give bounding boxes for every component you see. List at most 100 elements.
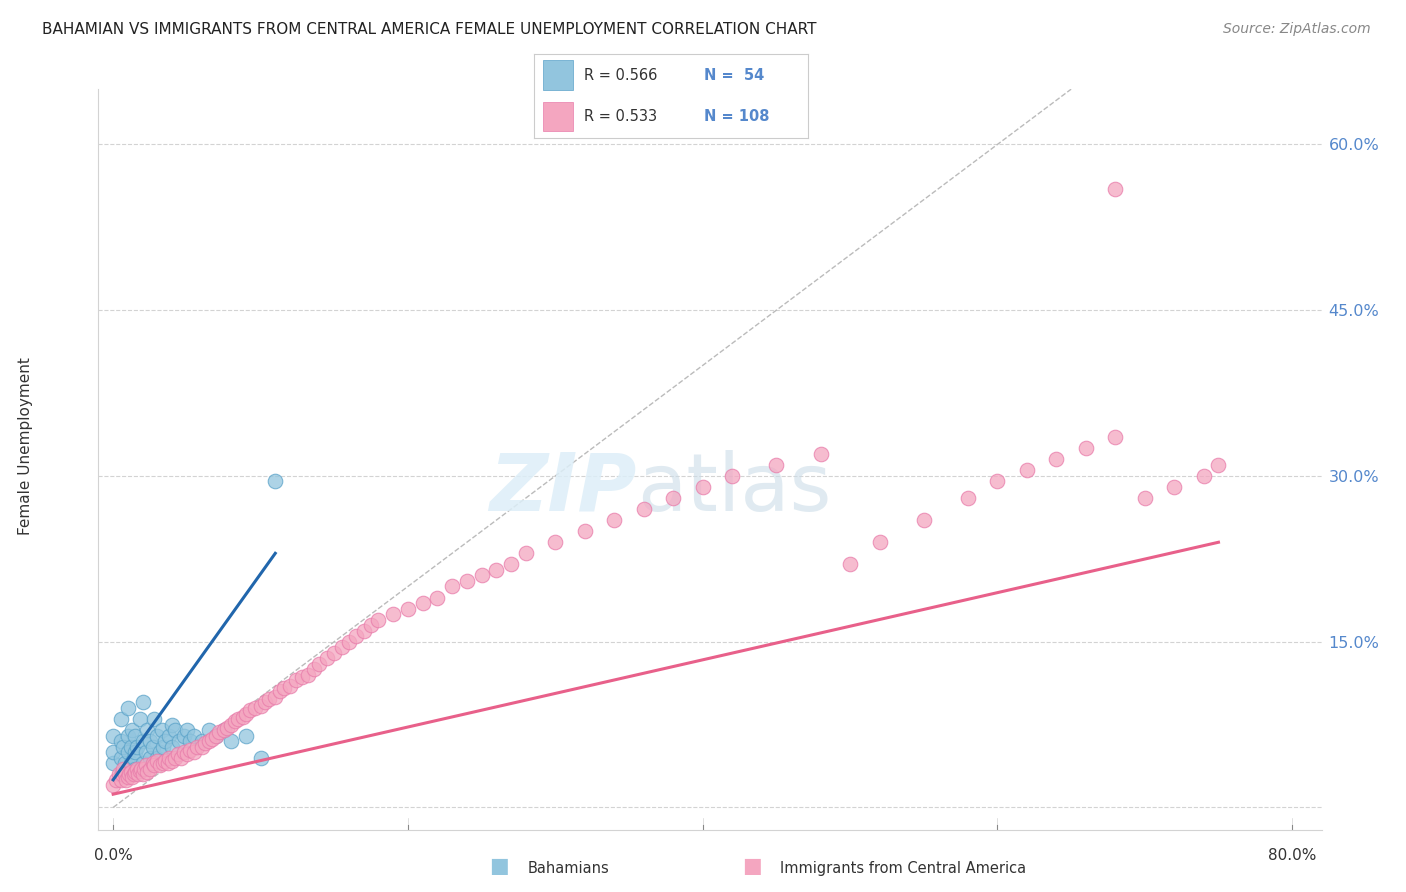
Point (135, 745, 157, 759)
Point (179, 743, 201, 757)
Point (179, 734, 201, 748)
Point (165, 750, 187, 764)
Point (205, 729, 228, 743)
Point (956, 491, 979, 505)
Point (574, 524, 596, 539)
Point (1045, 452, 1067, 467)
Point (128, 764, 150, 778)
Point (128, 712, 150, 726)
Point (115, 772, 138, 787)
Point (156, 756, 179, 771)
Point (1163, 480, 1185, 494)
Text: Female Unemployment: Female Unemployment (18, 357, 32, 535)
Point (485, 563, 508, 577)
Point (603, 513, 626, 527)
Point (264, 690, 287, 704)
Point (124, 729, 146, 743)
Point (344, 629, 367, 643)
Point (114, 767, 136, 781)
Point (176, 747, 198, 762)
Point (239, 703, 262, 717)
Point (153, 734, 176, 748)
Point (117, 770, 139, 784)
Point (165, 723, 187, 738)
Point (215, 721, 238, 735)
Text: atlas: atlas (637, 450, 831, 528)
Text: 0.0%: 0.0% (94, 848, 132, 863)
Point (127, 767, 149, 781)
Point (112, 762, 135, 776)
Point (152, 756, 174, 771)
Text: R = 0.566: R = 0.566 (583, 68, 657, 83)
Point (110, 772, 132, 787)
Point (117, 729, 139, 743)
Point (721, 469, 744, 483)
Point (124, 762, 146, 776)
Point (110, 750, 132, 764)
Point (810, 447, 832, 461)
Point (143, 758, 166, 772)
Point (101, 756, 124, 771)
Point (118, 767, 141, 781)
Point (273, 681, 295, 695)
Point (208, 725, 231, 739)
Point (544, 535, 567, 549)
Point (353, 624, 375, 638)
Point (146, 754, 169, 768)
Point (117, 701, 139, 715)
Point (839, 558, 862, 572)
Text: ZIP: ZIP (489, 450, 637, 528)
Point (986, 475, 1008, 489)
Point (112, 739, 135, 754)
Point (160, 717, 183, 731)
Point (129, 762, 152, 776)
Point (186, 739, 208, 754)
Point (323, 646, 346, 660)
Point (1208, 458, 1230, 472)
Point (869, 535, 891, 549)
Point (1015, 463, 1038, 477)
Point (136, 723, 159, 738)
Point (633, 502, 655, 516)
Point (124, 745, 146, 759)
Point (143, 712, 166, 726)
Point (190, 739, 212, 754)
Point (219, 734, 242, 748)
Point (173, 745, 195, 759)
Text: Immigrants from Central America: Immigrants from Central America (780, 861, 1026, 876)
Point (125, 739, 148, 754)
Point (131, 734, 153, 748)
Point (131, 696, 153, 710)
Point (360, 618, 382, 632)
Point (212, 723, 235, 738)
Point (121, 770, 143, 784)
Point (912, 513, 935, 527)
Point (278, 679, 301, 693)
Point (456, 574, 478, 588)
Point (302, 662, 325, 676)
Point (183, 745, 205, 759)
Text: N =  54: N = 54 (704, 68, 765, 83)
Point (121, 723, 143, 738)
Point (337, 634, 360, 648)
Point (139, 734, 162, 748)
Point (173, 729, 195, 743)
Point (249, 750, 271, 764)
Point (157, 729, 180, 743)
Point (101, 778, 124, 792)
Point (396, 601, 419, 615)
Point (232, 710, 254, 724)
Point (139, 750, 162, 764)
Point (122, 750, 145, 764)
Point (426, 591, 449, 605)
Point (330, 640, 353, 655)
Text: Bahamians: Bahamians (527, 861, 609, 876)
Point (198, 734, 221, 748)
Point (1104, 430, 1126, 444)
Point (120, 765, 142, 780)
Point (249, 698, 271, 713)
Point (110, 767, 132, 781)
Point (765, 458, 787, 472)
Point (662, 491, 685, 505)
Point (176, 723, 198, 738)
